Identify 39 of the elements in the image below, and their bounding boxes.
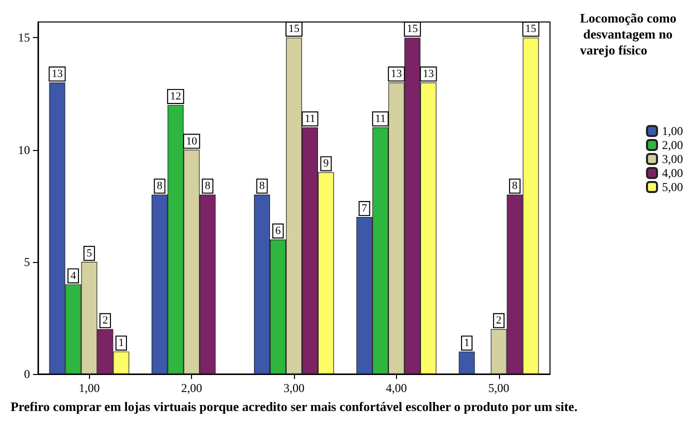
- data-label: 11: [375, 112, 386, 125]
- y-tick-label: 10: [18, 142, 30, 157]
- legend-label: 2,00: [662, 138, 683, 152]
- x-tick-label: 3,00: [284, 381, 304, 395]
- data-label: 15: [406, 23, 418, 36]
- data-label: 2: [102, 314, 108, 327]
- data-label: 15: [525, 23, 537, 36]
- legend-label: 1,00: [662, 124, 683, 138]
- legend-label: 5,00: [662, 180, 683, 194]
- data-label: 1: [118, 337, 124, 350]
- data-label: 12: [170, 90, 182, 102]
- x-tick-label: 1,00: [78, 381, 100, 395]
- x-axis-title: Prefiro comprar em lojas virtuais porque acredito ser mais confortável escolher o produto por um site.: [10, 398, 578, 414]
- data-label: 6: [275, 224, 282, 237]
- y-tick-label: 5: [24, 254, 30, 269]
- data-label: 13: [390, 68, 402, 80]
- data-label: 7: [362, 202, 368, 215]
- y-tick-label: 0: [24, 367, 30, 381]
- x-tick-label: 5,00: [488, 381, 510, 395]
- data-label: 11: [304, 112, 316, 125]
- legend-label: 3,00: [662, 152, 683, 166]
- data-label: 4: [70, 270, 76, 282]
- data-label: 8: [259, 180, 266, 192]
- data-label: 8: [512, 180, 518, 192]
- data-label: 15: [288, 23, 300, 36]
- legend-label: 4,00: [662, 166, 683, 180]
- data-label: 10: [186, 135, 198, 148]
- data-label: 13: [52, 68, 64, 80]
- legend-title: Locomoção como desvantagem no varejo físico: [580, 10, 676, 58]
- x-tick-label: 2,00: [181, 381, 202, 395]
- data-label: 8: [204, 180, 211, 192]
- data-label: 9: [323, 158, 330, 170]
- data-label: 2: [496, 314, 502, 327]
- data-label: 5: [86, 247, 92, 260]
- data-label: 13: [422, 68, 434, 80]
- x-tick-label: 4,00: [386, 381, 407, 395]
- y-tick-label: 15: [18, 30, 30, 45]
- data-label: 8: [156, 180, 163, 192]
- data-label: 1: [464, 337, 470, 350]
